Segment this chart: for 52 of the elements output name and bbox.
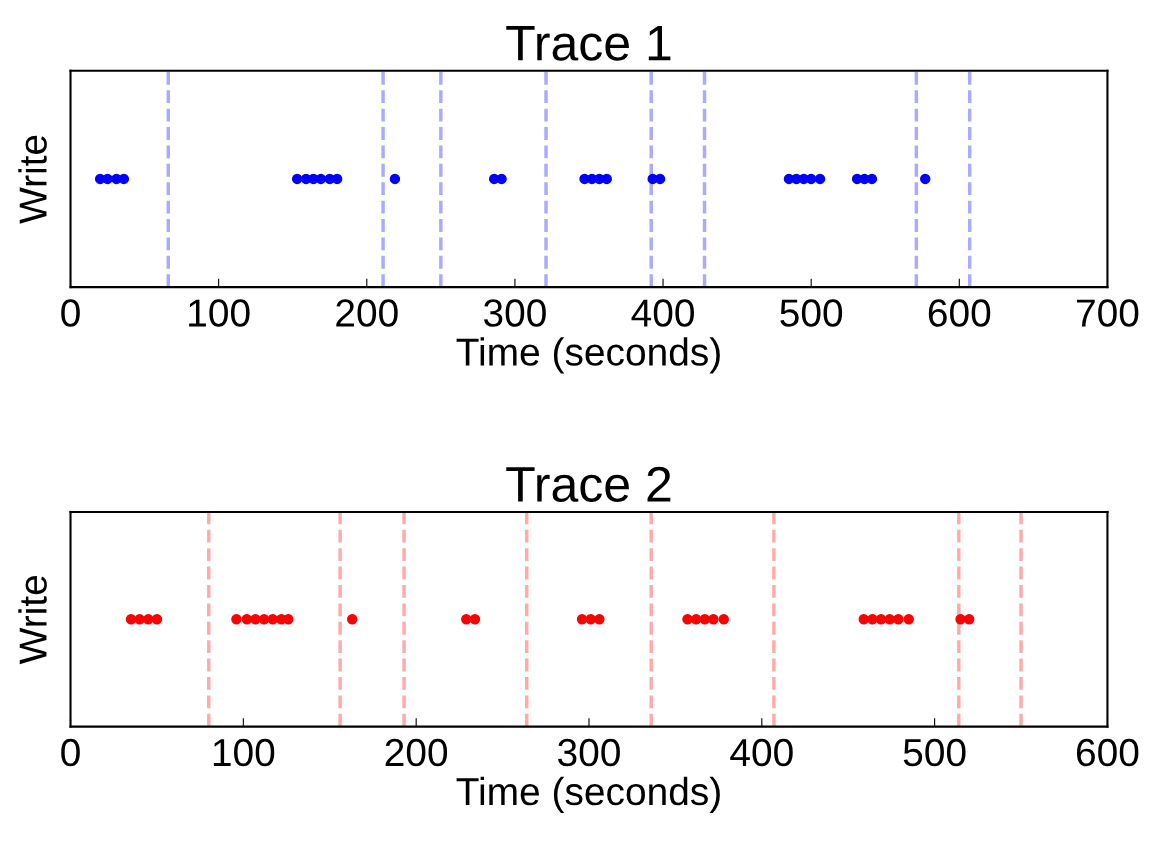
point — [875, 614, 887, 625]
point — [469, 614, 481, 625]
x-axis-title: Time (seconds) — [456, 776, 720, 814]
point — [258, 614, 270, 625]
chart-title: Trace 2 — [506, 466, 671, 503]
x-tick-label: 100 — [213, 738, 275, 767]
point — [576, 614, 588, 625]
x-tick-label: 0 — [61, 738, 80, 767]
x-tick-label: 300 — [483, 299, 546, 327]
point — [814, 173, 826, 185]
x-tick-label: 500 — [780, 299, 843, 327]
point — [250, 614, 261, 625]
point — [708, 614, 719, 625]
point — [893, 614, 904, 625]
x-tick-label: 200 — [385, 738, 448, 767]
point — [867, 614, 878, 625]
point — [143, 614, 154, 625]
point — [699, 614, 710, 625]
point — [347, 614, 358, 625]
point — [461, 614, 472, 625]
point — [920, 173, 931, 185]
x-tick-label: 600 — [1076, 738, 1139, 767]
x-tick-label: 100 — [189, 299, 250, 327]
y-axis-title: Write — [18, 575, 47, 665]
point — [690, 614, 702, 625]
point — [858, 614, 869, 625]
y-axis-title: Write — [18, 135, 47, 224]
point — [291, 173, 303, 185]
point — [682, 614, 693, 625]
point — [283, 614, 294, 625]
point — [903, 614, 914, 625]
x-tick-label: 400 — [631, 299, 694, 327]
point — [389, 173, 401, 185]
point — [594, 614, 605, 625]
x-axis-title: Time (seconds) — [456, 337, 720, 374]
point — [496, 173, 507, 185]
point — [125, 614, 137, 625]
point — [151, 614, 163, 625]
point — [231, 614, 242, 625]
x-tick-label: 600 — [928, 299, 991, 327]
x-tick-label: 300 — [558, 738, 620, 767]
chart-title: Trace 1 — [506, 25, 671, 61]
x-tick-label: 700 — [1077, 299, 1139, 327]
point — [718, 614, 729, 625]
point — [102, 173, 113, 185]
x-tick-label: 0 — [61, 299, 80, 327]
x-tick-label: 500 — [903, 738, 966, 767]
point — [134, 614, 145, 625]
point — [955, 614, 966, 625]
x-tick-label: 200 — [336, 299, 398, 327]
point — [963, 614, 975, 625]
x-tick-label: 400 — [730, 738, 793, 767]
